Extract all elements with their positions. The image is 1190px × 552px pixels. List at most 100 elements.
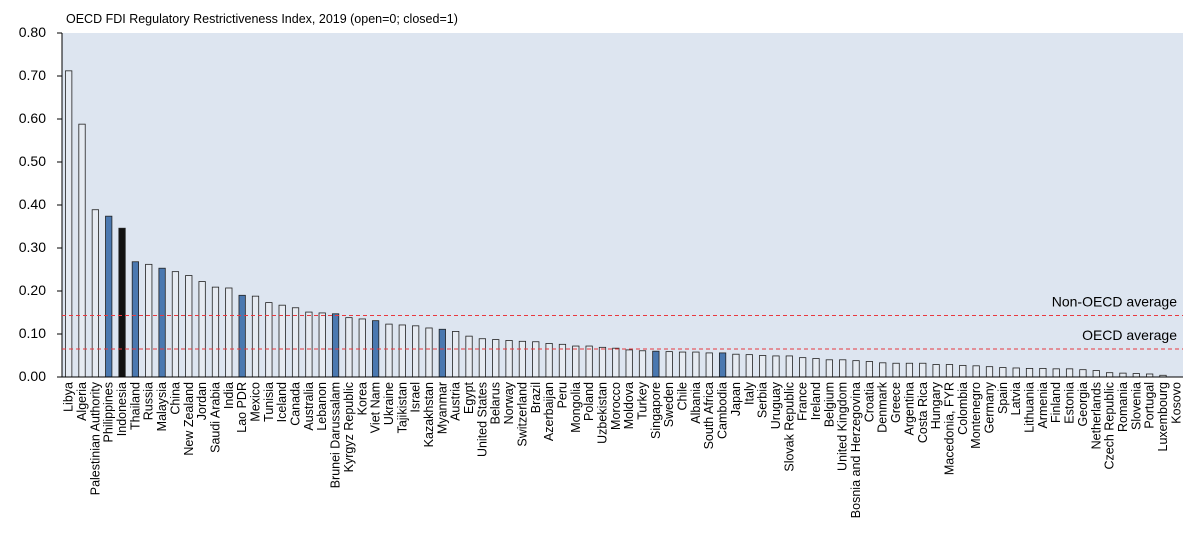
- y-tick-label: 0.00: [19, 368, 46, 384]
- bar: [452, 331, 460, 378]
- bar: [65, 70, 73, 378]
- reference-label: Non-OECD average: [1052, 294, 1177, 310]
- x-tick-label: Ireland: [809, 382, 823, 420]
- x-tick-label: Latvia: [1009, 382, 1023, 415]
- x-tick-label: Moldova: [622, 382, 636, 429]
- bar: [1106, 372, 1114, 378]
- x-tick-label: New Zealand: [182, 382, 196, 456]
- x-tick-label: Lithuania: [1023, 382, 1037, 433]
- bar: [398, 324, 406, 378]
- bar: [358, 318, 366, 378]
- bar: [145, 263, 153, 378]
- x-tick-label: Tunisia: [262, 382, 276, 422]
- x-tick-label: Luxembourg: [1156, 382, 1170, 452]
- bar: [131, 261, 139, 378]
- x-tick-label: Azerbaijan: [542, 382, 556, 441]
- bar: [638, 350, 647, 378]
- bar: [545, 343, 553, 378]
- x-tick-label: France: [796, 382, 810, 421]
- bar: [1132, 373, 1140, 378]
- bar: [412, 325, 420, 378]
- bar: [892, 362, 900, 378]
- bar: [331, 313, 340, 378]
- bar: [185, 275, 193, 378]
- x-tick-label: Ukraine: [382, 382, 396, 425]
- bar: [1039, 367, 1047, 378]
- bar: [105, 215, 113, 378]
- bar: [718, 352, 727, 378]
- bar: [305, 311, 313, 378]
- x-tick-label: Brunei Darussalam: [329, 382, 343, 488]
- x-tick-label: Slovenia: [1129, 382, 1143, 430]
- bar: [291, 307, 300, 378]
- x-tick-label: China: [168, 382, 182, 415]
- bar: [118, 227, 126, 378]
- x-tick-label: Cambodia: [716, 382, 730, 439]
- chart-title: OECD FDI Regulatory Restrictiveness Inde…: [66, 12, 458, 26]
- x-tick-label: Czech Republic: [1103, 382, 1117, 470]
- bar: [732, 353, 740, 378]
- x-tick-label: Iceland: [275, 382, 289, 422]
- x-tick-label: Croatia: [862, 382, 876, 422]
- bar: [1092, 370, 1100, 378]
- bar: [198, 281, 206, 378]
- bar: [692, 351, 700, 378]
- bar: [225, 287, 233, 378]
- bar: [919, 362, 927, 378]
- x-tick-label: Tajikistan: [395, 382, 409, 433]
- x-tick-label: Uzbekistan: [595, 382, 609, 444]
- x-tick-label: Lao PDR: [235, 382, 249, 433]
- bar: [211, 286, 220, 378]
- bar: [1052, 368, 1060, 378]
- x-tick-label: Algeria: [75, 382, 89, 421]
- y-tick-label: 0.80: [19, 24, 46, 40]
- bar: [438, 328, 446, 378]
- x-tick-label: Mexico: [249, 382, 263, 422]
- bar: [652, 350, 660, 378]
- x-tick-label: Albania: [689, 382, 703, 424]
- bar: [478, 338, 486, 378]
- bar: [318, 312, 326, 378]
- x-tick-label: Belgium: [822, 382, 836, 427]
- bar: [238, 294, 246, 378]
- x-tick-label: Austria: [449, 382, 463, 421]
- x-tick-label: Australia: [302, 382, 316, 431]
- x-tick-label: India: [222, 382, 236, 409]
- x-tick-label: Peru: [555, 382, 569, 408]
- x-tick-label: South Africa: [702, 382, 716, 449]
- x-tick-label: Norway: [502, 381, 516, 424]
- x-tick-label: Armenia: [1036, 382, 1050, 429]
- bar: [772, 355, 780, 378]
- x-tick-label: Estonia: [1063, 382, 1077, 424]
- x-tick-label: United Kingdom: [836, 382, 850, 471]
- x-tick-label: Switzerland: [515, 382, 529, 447]
- bar: [612, 347, 620, 378]
- bar: [345, 317, 353, 378]
- x-tick-label: Colombia: [956, 382, 970, 435]
- y-tick-label: 0.20: [19, 282, 46, 298]
- x-tick-label: Philippines: [102, 382, 116, 442]
- bar: [585, 345, 593, 378]
- bar: [972, 365, 980, 378]
- x-tick-label: Korea: [355, 382, 369, 415]
- bar: [1079, 369, 1087, 378]
- x-tick-label: Lebanon: [315, 382, 329, 431]
- x-tick-label: Brazil: [529, 382, 543, 413]
- plot-area: [62, 33, 1183, 377]
- bar: [265, 302, 273, 378]
- x-tick-label: Egypt: [462, 381, 476, 413]
- x-tick-label: Turkey: [636, 381, 650, 419]
- x-tick-label: Belarus: [489, 382, 503, 424]
- x-tick-label: Montenegro: [969, 382, 983, 449]
- x-tick-label: Italy: [742, 381, 756, 405]
- bar: [505, 340, 513, 378]
- bar: [932, 364, 940, 378]
- x-tick-label: Hungary: [929, 381, 943, 429]
- x-tick-label: Romania: [1116, 382, 1130, 432]
- x-tick-label: Costa Rica: [916, 382, 930, 443]
- y-tick-label: 0.30: [19, 239, 46, 255]
- bar: [251, 295, 260, 378]
- bar: [572, 345, 580, 378]
- bar: [518, 340, 527, 378]
